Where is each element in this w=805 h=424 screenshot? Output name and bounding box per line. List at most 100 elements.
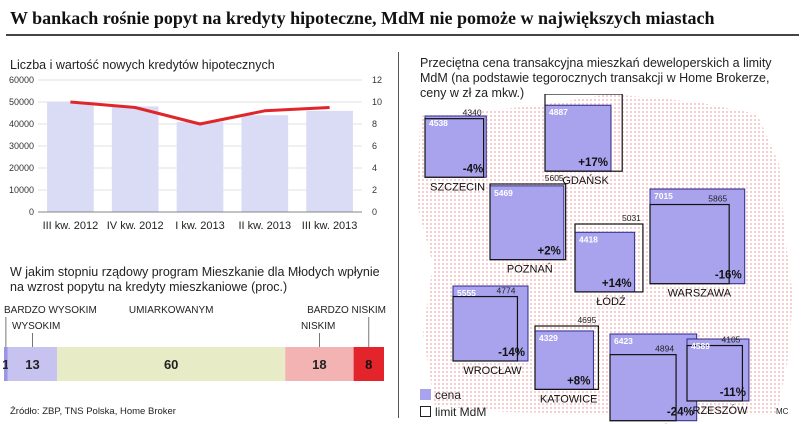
- city-name-label: GDAŃSK: [562, 174, 609, 187]
- survey-value: 13: [25, 357, 39, 372]
- survey-category-label: BARDZO NISKIM: [307, 305, 386, 316]
- city-price-label: 7015: [654, 191, 673, 201]
- survey-chart: 1 13 60 18 8 BARDZO WYSOKIM WYSOKIM UMIARKOWANY…: [2, 305, 386, 381]
- city-name-label: KATOWICE: [540, 393, 598, 405]
- chart2-title: W jakim stopniu rządowy program Mieszkan…: [10, 265, 380, 294]
- y-right-tick-label: 2: [372, 185, 377, 195]
- value-line: [70, 100, 330, 126]
- city-limit-label: 4774: [497, 286, 516, 296]
- city-price-label: 5469: [494, 188, 513, 198]
- city-limit-label: 4894: [655, 344, 674, 354]
- city-price-box: [489, 185, 565, 261]
- y-right-tick-label: 4: [372, 163, 377, 173]
- city-price-label: 4589: [691, 341, 710, 351]
- survey-category-label: BARDZO WYSOKIM: [4, 305, 97, 316]
- city-name-label: WARSZAWA: [668, 288, 732, 300]
- survey-segment: [7, 347, 58, 381]
- city-price-label: 4887: [549, 107, 568, 117]
- city-limit-label: 5605: [545, 173, 564, 183]
- x-tick-label: IV kw. 2012: [107, 220, 164, 232]
- y-right-tick-label: 12: [372, 75, 382, 85]
- city-change-label: +8%: [567, 375, 590, 387]
- survey-segment: [285, 347, 354, 381]
- city-price-label: 4538: [429, 118, 448, 128]
- page-title: W bankach rośnie popyt na kredyty hipote…: [10, 8, 715, 28]
- y-right-tick-label: 10: [372, 97, 382, 107]
- survey-segment: [353, 347, 384, 381]
- city-name-label: SZCZECIN: [430, 181, 485, 193]
- city-limit-box: [489, 183, 567, 261]
- survey-value: 8: [365, 357, 372, 372]
- city-change-label: +17%: [578, 157, 608, 169]
- survey-segment: [57, 347, 286, 381]
- bar: [176, 121, 224, 212]
- chart3-title: Przeciętna cena transakcyjna mieszkań de…: [420, 56, 772, 100]
- city-price-box: [574, 231, 636, 293]
- city-price-label: 6423: [614, 336, 633, 346]
- city-change-label: -11%: [720, 387, 746, 399]
- city-limit-box: [424, 118, 485, 178]
- x-tick-label: II kw. 2013: [239, 220, 292, 232]
- city-limit-label: 4340: [463, 108, 482, 118]
- survey-value: 18: [312, 357, 326, 372]
- city-price-box: [686, 338, 750, 402]
- city-change-label: -24%: [667, 407, 694, 419]
- city-limit-label: 4695: [577, 315, 596, 325]
- loans-chart: 0 10000 20000 30000 40000 50000 60000 0 2 4 6 8 10 12…: [9, 75, 382, 232]
- city-price-box: [424, 115, 487, 178]
- legend-limit: limit MdM: [420, 405, 486, 419]
- city-limit-label: 4105: [721, 335, 740, 345]
- city-name-label: RZESZÓW: [692, 404, 748, 417]
- city-limit-box: [544, 94, 623, 172]
- y-left-tick-label: 10000: [9, 185, 34, 195]
- city-change-label: -16%: [715, 270, 742, 282]
- y-left-tick-label: 50000: [9, 97, 34, 107]
- city-limit-label: 5031: [622, 213, 641, 223]
- author-signature: MC: [776, 407, 789, 416]
- y-right-tick-label: 8: [372, 119, 377, 129]
- city-limit-box: [534, 325, 599, 390]
- survey-category-label: WYSOKIM: [12, 321, 60, 332]
- x-tick-label: III kw. 2013: [302, 220, 358, 232]
- legend-limit-label: limit MdM: [435, 405, 487, 419]
- bar: [306, 110, 353, 212]
- city-name-label: WROCŁAW: [463, 365, 522, 377]
- x-tick-label: I kw. 2013: [175, 220, 225, 232]
- city-price-label: 4418: [579, 234, 598, 244]
- city-price-map: 45384340-4%SZCZECIN48875718+17%GDAŃSK546…: [417, 94, 793, 424]
- city-limit-box: [574, 223, 644, 293]
- survey-value: 60: [164, 357, 178, 372]
- y-left-tick-label: 30000: [9, 141, 34, 151]
- title-rule: [6, 34, 799, 36]
- city-price-box: [544, 104, 612, 172]
- bar: [111, 106, 159, 212]
- y-left-tick-label: 0: [29, 207, 34, 217]
- legend-cena: cena: [420, 388, 461, 402]
- city-price-label: 5555: [457, 288, 476, 298]
- city-price-box: [534, 330, 594, 390]
- y-left-tick-label: 60000: [9, 75, 34, 85]
- chart1-title: Liczba i wartość nowych kredytów hipotec…: [10, 58, 275, 72]
- panel-divider: [398, 52, 399, 418]
- y-right-tick-label: 0: [372, 207, 377, 217]
- survey-category-label: UMIARKOWANYM: [129, 305, 214, 316]
- legend-cena-label: cena: [435, 388, 462, 402]
- city-price-label: 4329: [539, 333, 558, 343]
- city-name-label: POZNAŃ: [507, 263, 553, 276]
- bar: [47, 102, 94, 212]
- city-limit-box: [609, 354, 677, 422]
- survey-value: 1: [2, 357, 9, 372]
- y-right-tick-label: 6: [372, 141, 377, 151]
- city-change-label: +2%: [537, 246, 560, 258]
- city-name-label: ŁÓDŹ: [596, 295, 626, 308]
- y-left-tick-label: 20000: [9, 163, 34, 173]
- bar: [241, 115, 289, 212]
- city-price-box: [609, 333, 698, 422]
- city-change-label: -4%: [463, 163, 483, 175]
- city-limit-box: [649, 203, 730, 285]
- x-tick-label: III kw. 2012: [43, 220, 99, 232]
- city-limit-box: [452, 295, 519, 362]
- y-left-tick-label: 40000: [9, 119, 34, 129]
- city-change-label: -14%: [498, 347, 525, 359]
- source-note: Źródło: ZBP, TNS Polska, Home Broker: [10, 406, 176, 417]
